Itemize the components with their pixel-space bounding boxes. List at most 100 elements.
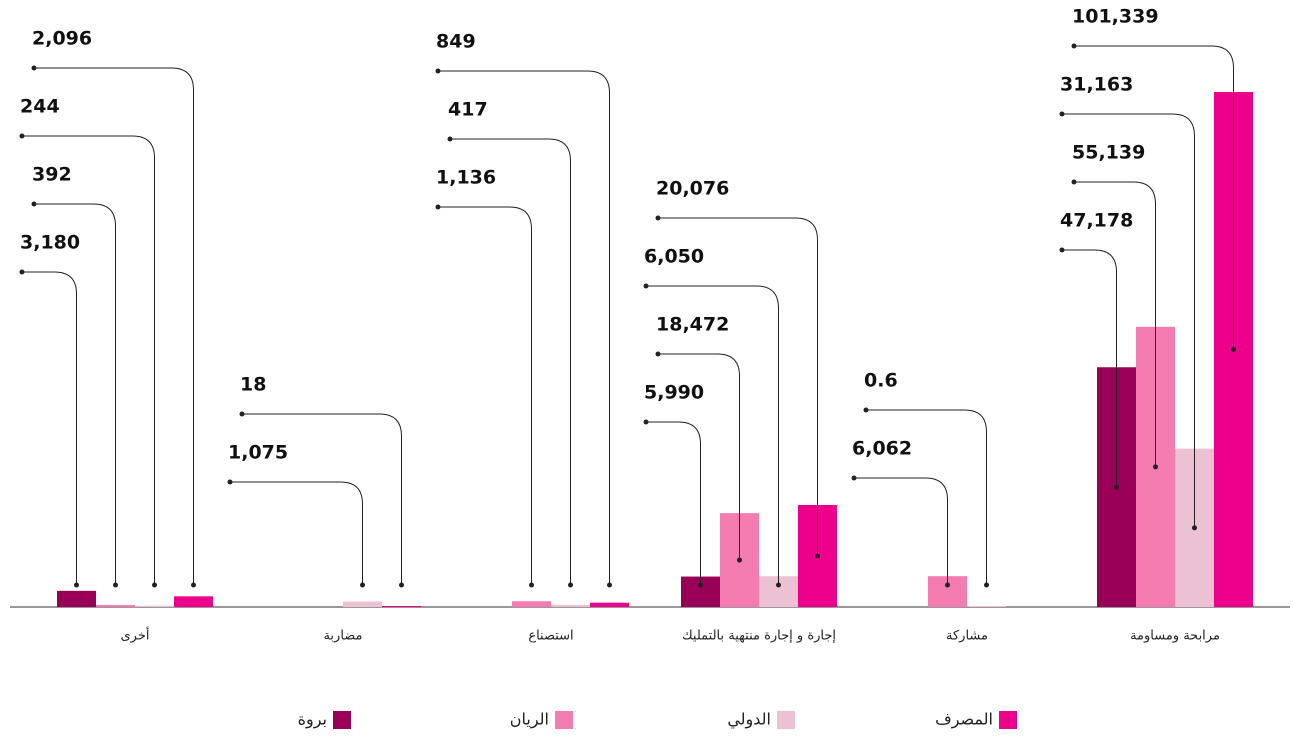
callout-line <box>1062 113 1195 528</box>
callout-line <box>854 477 948 585</box>
value-label: 20,076 <box>656 178 729 200</box>
value-label: 55,139 <box>1072 142 1145 164</box>
value-label: 6,062 <box>852 438 912 460</box>
callout-line <box>658 353 740 561</box>
value-label: 18,472 <box>656 314 729 336</box>
callout-dot <box>227 479 233 485</box>
bar <box>382 606 421 607</box>
callout-dot <box>1059 247 1065 253</box>
value-label: 417 <box>448 99 488 121</box>
callout-dot <box>152 582 157 588</box>
value-label: 1,075 <box>228 442 288 464</box>
x-tick-label: أخرى <box>121 627 150 644</box>
callout-dot <box>1071 43 1077 49</box>
bar <box>96 605 135 607</box>
callout-line <box>22 135 155 585</box>
value-label: 6,050 <box>644 246 704 268</box>
bar <box>57 590 96 607</box>
callout-dot <box>113 582 118 588</box>
callout-line <box>230 481 363 585</box>
value-label: 1,136 <box>436 167 496 189</box>
callout-line <box>1074 181 1156 467</box>
callout-dot <box>655 351 661 357</box>
x-tick-label: مرابحة ومساومة <box>1130 629 1220 644</box>
callout-line <box>646 285 779 585</box>
callout-line <box>658 217 818 556</box>
bar <box>135 605 174 607</box>
value-label: 31,163 <box>1060 74 1133 96</box>
legend-label: بروة <box>298 710 327 730</box>
callout-dot <box>1059 111 1065 117</box>
legend-label: الدولي <box>727 710 771 730</box>
callout-dot <box>19 133 25 139</box>
legend-label: المصرف <box>935 710 993 730</box>
callout-dot <box>815 553 820 559</box>
callout-dot <box>74 582 79 588</box>
callout-dot <box>191 582 196 588</box>
callout-line <box>34 203 116 585</box>
callout-dot <box>31 65 37 71</box>
value-label: 18 <box>240 374 266 396</box>
callout-dot <box>447 136 453 142</box>
value-label: 3,180 <box>20 232 80 254</box>
x-tick-label: إجارة و إجارة منتهية بالتمليك <box>682 629 836 644</box>
callout-line <box>242 413 402 585</box>
callout-dot <box>1071 179 1077 185</box>
legend-swatch <box>999 711 1017 729</box>
value-label: 849 <box>436 31 476 53</box>
bar <box>967 606 1006 607</box>
callout-dot <box>1192 525 1197 531</box>
value-label: 101,339 <box>1072 6 1159 28</box>
callout-dot <box>984 582 989 588</box>
callout-line <box>646 421 701 585</box>
callout-dot <box>529 582 534 588</box>
x-tick-label: استصناع <box>528 629 573 644</box>
x-tick-label: مضاربة <box>323 629 362 644</box>
value-label: 392 <box>32 164 72 186</box>
value-label: 47,178 <box>1060 210 1133 232</box>
legend-swatch <box>555 711 573 729</box>
callout-dot <box>1153 464 1158 470</box>
bar <box>174 596 213 607</box>
value-label: 2,096 <box>32 28 92 50</box>
legend-swatch <box>333 711 351 729</box>
callout-dot <box>643 419 649 425</box>
callout-line <box>1062 249 1117 488</box>
callout-dot <box>851 475 857 481</box>
callout-dot <box>643 283 649 289</box>
callout-dot <box>655 215 661 221</box>
callout-dot <box>1231 347 1236 353</box>
callout-dot <box>945 582 950 588</box>
callout-line <box>438 206 532 585</box>
value-label: 244 <box>20 96 60 118</box>
bar <box>551 604 590 607</box>
callout-dot <box>19 269 25 275</box>
callout-dot <box>435 68 441 74</box>
callout-line <box>866 409 987 585</box>
callout-dot <box>399 582 404 588</box>
legend-label: الريان <box>510 710 549 730</box>
callout-line <box>22 271 77 585</box>
callout-dot <box>698 582 703 588</box>
callout-dot <box>776 582 781 588</box>
callout-line <box>450 138 571 585</box>
callout-line <box>1074 45 1234 350</box>
callout-dot <box>360 582 365 588</box>
callout-dot <box>737 557 742 563</box>
callout-line <box>34 67 194 585</box>
value-label: 0.6 <box>864 370 898 392</box>
callout-dot <box>607 582 612 588</box>
bar <box>343 601 382 607</box>
callout-dot <box>568 582 573 588</box>
callout-dot <box>31 201 37 207</box>
value-label: 5,990 <box>644 382 704 404</box>
bar <box>590 602 629 607</box>
callout-line <box>438 70 610 585</box>
callout-dot <box>1114 484 1119 490</box>
callout-dot <box>239 411 245 417</box>
legend-swatch <box>777 711 795 729</box>
bar <box>512 601 551 607</box>
callout-dot <box>435 204 441 210</box>
x-tick-label: مشاركة <box>946 629 988 644</box>
